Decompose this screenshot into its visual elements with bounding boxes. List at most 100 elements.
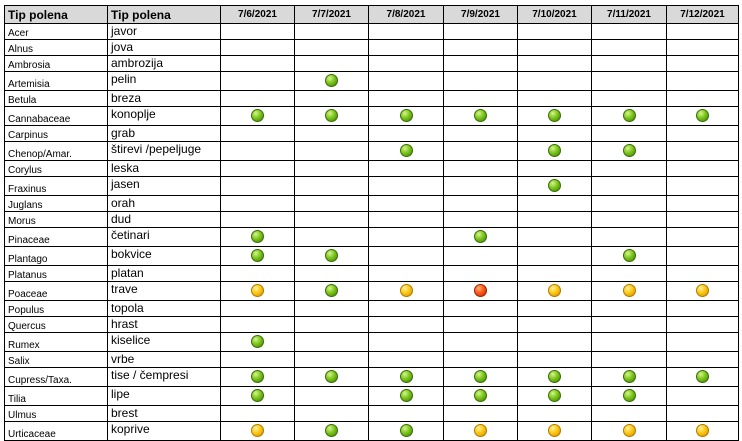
day-cell bbox=[443, 23, 518, 40]
pollen-level-yellow-icon bbox=[474, 424, 487, 438]
table-row: Plantago bokvice bbox=[4, 246, 739, 266]
pollen-level-yellow-icon bbox=[622, 284, 636, 298]
day-cell bbox=[591, 55, 667, 72]
pollen-latin-name: Artemisia bbox=[4, 71, 108, 91]
day-cell bbox=[368, 125, 444, 142]
day-cell bbox=[368, 300, 444, 317]
pollen-level-green-icon bbox=[325, 284, 338, 298]
day-cell bbox=[517, 332, 592, 352]
day-cell bbox=[517, 23, 592, 40]
pollen-latin-name: Ambrosia bbox=[4, 55, 108, 72]
pollen-level-green-icon bbox=[548, 179, 561, 193]
pollen-level-green-icon bbox=[548, 144, 561, 158]
day-cell bbox=[294, 281, 369, 301]
day-cell bbox=[294, 227, 369, 247]
day-cell bbox=[294, 211, 369, 228]
day-cell bbox=[666, 195, 739, 212]
day-cell bbox=[368, 106, 444, 126]
pollen-local-name: štirevi /pepeljuge bbox=[107, 141, 221, 161]
day-cell bbox=[294, 405, 369, 422]
header-date: 7/9/2021 bbox=[443, 5, 518, 24]
pollen-latin-name: Morus bbox=[4, 211, 108, 228]
table-row: Fraxinus jasen bbox=[4, 176, 739, 196]
pollen-level-green-icon bbox=[325, 370, 338, 384]
pollen-latin-name: Platanus bbox=[4, 265, 108, 282]
day-cell bbox=[517, 90, 592, 107]
table-row: Juglans orah bbox=[4, 195, 739, 212]
day-cell bbox=[591, 405, 667, 422]
day-cell bbox=[517, 160, 592, 177]
pollen-level-green-icon bbox=[325, 74, 338, 88]
day-cell bbox=[443, 176, 518, 196]
day-cell bbox=[666, 281, 739, 301]
pollen-local-name: grab bbox=[107, 125, 221, 142]
pollen-level-green-icon bbox=[399, 370, 413, 384]
day-cell bbox=[220, 367, 295, 387]
day-cell bbox=[220, 386, 295, 406]
day-cell bbox=[294, 71, 369, 91]
day-cell bbox=[294, 55, 369, 72]
table-row: Platanus platan bbox=[4, 265, 739, 282]
day-cell bbox=[666, 351, 739, 368]
day-cell bbox=[443, 55, 518, 72]
day-cell bbox=[517, 211, 592, 228]
pollen-local-name: konoplje bbox=[107, 106, 221, 126]
day-cell bbox=[443, 316, 518, 333]
pollen-level-yellow-icon bbox=[548, 284, 561, 298]
day-cell bbox=[591, 39, 667, 56]
header-date: 7/6/2021 bbox=[220, 5, 295, 24]
day-cell bbox=[443, 246, 518, 266]
pollen-latin-name: Salix bbox=[4, 351, 108, 368]
pollen-local-name: topola bbox=[107, 300, 221, 317]
day-cell bbox=[666, 227, 739, 247]
header-local-name: Tip polena bbox=[107, 5, 221, 24]
day-cell bbox=[666, 90, 739, 107]
table-row: Pinaceae četinari bbox=[4, 227, 739, 247]
pollen-latin-name: Cannabaceae bbox=[4, 106, 108, 126]
day-cell bbox=[666, 160, 739, 177]
day-cell bbox=[294, 125, 369, 142]
day-cell bbox=[591, 106, 667, 126]
header-latin-name: Tip polena bbox=[4, 5, 108, 24]
day-cell bbox=[591, 23, 667, 40]
day-cell bbox=[294, 106, 369, 126]
day-cell bbox=[666, 125, 739, 142]
day-cell bbox=[220, 316, 295, 333]
pollen-latin-name: Cupress/Taxa. bbox=[4, 367, 108, 387]
pollen-local-name: breza bbox=[107, 90, 221, 107]
day-cell bbox=[517, 351, 592, 368]
pollen-level-green-icon bbox=[622, 109, 636, 123]
pollen-level-green-icon bbox=[548, 389, 561, 403]
day-cell bbox=[517, 141, 592, 161]
day-cell bbox=[443, 405, 518, 422]
day-cell bbox=[220, 71, 295, 91]
day-cell bbox=[368, 421, 444, 441]
day-cell bbox=[443, 351, 518, 368]
table-row: Tilia lipe bbox=[4, 386, 739, 406]
pollen-local-name: četinari bbox=[107, 227, 221, 247]
day-cell bbox=[294, 265, 369, 282]
day-cell bbox=[368, 265, 444, 282]
pollen-local-name: pelin bbox=[107, 71, 221, 91]
day-cell bbox=[294, 39, 369, 56]
pollen-level-green-icon bbox=[622, 144, 636, 158]
pollen-level-green-icon bbox=[474, 370, 487, 384]
day-cell bbox=[591, 160, 667, 177]
pollen-local-name: platan bbox=[107, 265, 221, 282]
day-cell bbox=[517, 176, 592, 196]
day-cell bbox=[443, 386, 518, 406]
pollen-latin-name: Carpinus bbox=[4, 125, 108, 142]
day-cell bbox=[591, 351, 667, 368]
day-cell bbox=[666, 300, 739, 317]
table-row: Cupress/Taxa. tise / čempresi bbox=[4, 367, 739, 387]
pollen-latin-name: Betula bbox=[4, 90, 108, 107]
pollen-local-name: hrast bbox=[107, 316, 221, 333]
day-cell bbox=[517, 39, 592, 56]
table-row: Ambrosia ambrozija bbox=[4, 55, 739, 72]
day-cell bbox=[443, 106, 518, 126]
day-cell bbox=[517, 246, 592, 266]
pollen-level-yellow-icon bbox=[251, 284, 264, 298]
day-cell bbox=[220, 195, 295, 212]
day-cell bbox=[591, 176, 667, 196]
day-cell bbox=[368, 211, 444, 228]
